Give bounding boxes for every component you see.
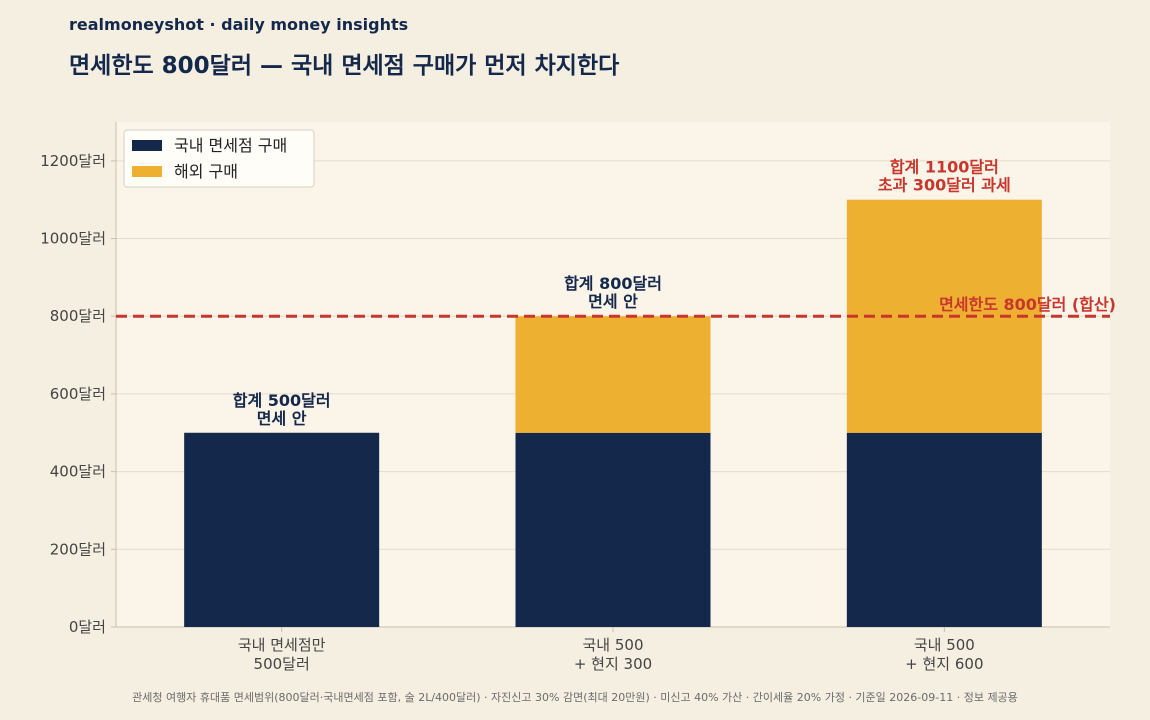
y-tick-label: 1000달러: [40, 230, 106, 248]
bar-segment: [515, 316, 711, 433]
bar-segment: [846, 432, 1042, 627]
x-tick-label: 국내 500: [914, 636, 975, 654]
bar-segment: [846, 199, 1042, 433]
bar-total-label: 합계 800달러: [564, 274, 662, 293]
legend-entry: 국내 면세점 구매: [174, 136, 287, 155]
legend-swatch: [132, 166, 162, 177]
brand-line: realmoneyshot · daily money insights: [69, 15, 409, 34]
y-tick-label: 0달러: [69, 618, 106, 636]
x-tick-label: 국내 500: [583, 636, 644, 654]
legend-swatch: [132, 140, 162, 151]
x-tick-label: + 현지 300: [574, 655, 652, 673]
bar-segment: [515, 432, 711, 627]
footer-note: 관세청 여행자 휴대품 면세범위(800달러·국내면세점 포함, 술 2L/40…: [132, 691, 1018, 704]
y-tick-label: 800달러: [50, 307, 106, 325]
legend-entry: 해외 구매: [174, 162, 238, 181]
bar-total-label: 합계 500달러: [233, 391, 331, 410]
y-tick-label: 400달러: [50, 463, 106, 481]
bar-total-label: 합계 1100달러: [890, 158, 999, 177]
x-tick-label: + 현지 600: [905, 655, 983, 673]
x-tick-label: 국내 면세점만: [238, 636, 326, 654]
threshold-label: 면세한도 800달러 (합산): [939, 295, 1116, 314]
bar-total-label: 면세 안: [257, 409, 307, 428]
bar-segment: [184, 432, 380, 627]
y-tick-label: 200달러: [50, 540, 106, 558]
x-tick-label: 500달러: [254, 655, 310, 673]
y-tick-label: 600달러: [50, 385, 106, 403]
legend-box: [123, 129, 315, 188]
bar-total-label: 면세 안: [588, 292, 638, 311]
chart-title: 면세한도 800달러 — 국내 면세점 구매가 먼저 차지한다: [69, 53, 620, 79]
y-tick-label: 1200달러: [40, 152, 106, 170]
bar-total-label: 초과 300달러 과세: [878, 176, 1011, 195]
